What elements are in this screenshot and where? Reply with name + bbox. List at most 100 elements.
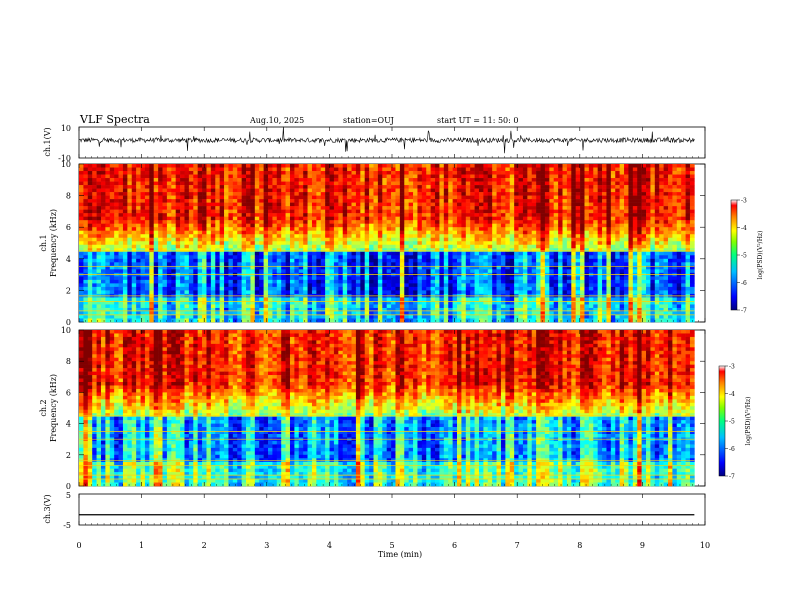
spectrogram-cell — [79, 213, 84, 217]
spectrogram-cell — [536, 199, 541, 203]
spectrogram-cell — [628, 262, 634, 267]
spectrogram-cell — [540, 283, 546, 288]
spectrogram-cell — [246, 251, 251, 256]
spectrogram-cell — [544, 209, 550, 214]
spectrogram-cell — [478, 181, 484, 186]
spectrogram-cell — [522, 265, 528, 270]
spectrogram-cell — [641, 178, 647, 182]
spectrogram-cell — [215, 195, 220, 200]
spectrogram-cell — [369, 216, 374, 221]
spectrogram-cell — [408, 227, 414, 232]
spectrogram-cell — [263, 251, 269, 256]
spectrogram-cell — [421, 237, 427, 242]
spectrogram-cell — [83, 234, 89, 239]
spectrogram-cell — [285, 195, 291, 200]
spectrogram-cell — [285, 171, 291, 175]
spectrogram-cell — [237, 223, 242, 228]
spectrogram-cell — [166, 174, 172, 179]
spectrogram-cell — [527, 185, 533, 189]
spectrogram-cell — [131, 216, 137, 221]
spectrogram-cell — [210, 283, 216, 288]
spectrogram-cell — [342, 209, 348, 214]
spectrogram-cell — [443, 174, 449, 179]
spectrogram-cell — [92, 213, 97, 217]
spectrogram-cell — [79, 255, 84, 260]
spectrogram-cell — [689, 230, 695, 235]
spectrogram-cell — [496, 171, 502, 175]
spectrogram-cell — [470, 262, 475, 267]
spectrogram-cell — [676, 283, 682, 288]
spectrogram-cell — [527, 255, 533, 260]
spectrogram-cell — [606, 209, 612, 214]
spectrogram-cell — [395, 269, 401, 274]
spectrogram-cell — [206, 230, 212, 235]
spectrogram-cell — [584, 223, 590, 228]
spectrogram-cell — [417, 283, 423, 288]
spectrogram-cell — [602, 269, 607, 274]
spectrogram-cell — [149, 174, 155, 179]
spectrogram-cell — [158, 192, 163, 196]
spectrogram-cell — [162, 258, 168, 263]
spectrogram-cell — [408, 216, 414, 221]
spectrogram-cell — [232, 195, 238, 200]
spectrogram-cell — [593, 251, 598, 256]
spectrogram-cell — [228, 167, 234, 172]
spectrogram-cell — [676, 188, 682, 193]
spectrogram-cell — [153, 230, 159, 235]
spectrogram-cell — [144, 164, 150, 168]
spectrogram-cell — [615, 269, 620, 274]
spectrogram-cell — [478, 174, 484, 179]
spectrogram-cell — [386, 220, 392, 224]
spectrogram-cell — [628, 171, 634, 175]
spectrogram-cell — [219, 237, 225, 242]
spectrogram-cell — [219, 283, 225, 288]
spectrogram-cell — [646, 279, 651, 284]
spectrogram-cell — [452, 213, 458, 217]
spectrogram-cell — [289, 234, 295, 239]
spectrogram-cell — [342, 241, 348, 246]
spectrogram-cell — [610, 195, 616, 200]
spectrogram-cell — [122, 206, 128, 210]
spectrogram-cell — [166, 185, 172, 189]
spectrogram-cell — [228, 248, 234, 253]
spectrogram-cell — [514, 181, 519, 186]
spectrogram-cell — [562, 262, 568, 267]
spectrogram-cell — [114, 181, 119, 186]
spectrogram-cell — [421, 216, 427, 221]
spectrogram-cell — [83, 220, 89, 224]
spectrogram-cell — [465, 199, 471, 203]
spectrogram-cell — [566, 269, 572, 274]
spectrogram-cell — [144, 230, 150, 235]
spectrogram-cell — [311, 255, 317, 260]
spectrogram-cell — [597, 230, 603, 235]
spectrogram-cell — [540, 237, 546, 242]
spectrogram-cell — [320, 220, 326, 224]
spectrogram-cell — [540, 185, 546, 189]
spectrogram-cell — [663, 185, 669, 189]
spectrogram-cell — [206, 286, 212, 291]
spectrogram-cell — [105, 279, 111, 284]
spectrogram-cell — [197, 276, 203, 281]
spectrogram-cell — [325, 237, 330, 242]
spectrogram-cell — [685, 220, 691, 224]
spectrogram-cell — [320, 202, 326, 207]
spectrogram-cell — [377, 258, 383, 263]
spectrogram-cell — [408, 237, 414, 242]
spectrogram-cell — [96, 220, 102, 224]
spectrogram-cell — [474, 171, 480, 175]
spectrogram-cell — [602, 199, 607, 203]
spectrogram-cell — [509, 255, 515, 260]
spectrogram-cell — [514, 223, 519, 228]
spectrogram-cell — [408, 255, 414, 260]
spectrogram-cell — [641, 255, 647, 260]
spectrogram-cell — [399, 164, 405, 168]
spectrogram-cell — [500, 262, 506, 267]
spectrogram-cell — [439, 262, 445, 267]
spectrogram-cell — [250, 265, 256, 270]
spectrogram-cell — [606, 262, 612, 267]
spectrogram-cell — [522, 244, 528, 249]
spectrogram-cell — [421, 276, 427, 281]
spectrogram-cell — [584, 255, 590, 260]
spectrogram-cell — [307, 192, 313, 196]
spectrogram-cell — [509, 192, 515, 196]
